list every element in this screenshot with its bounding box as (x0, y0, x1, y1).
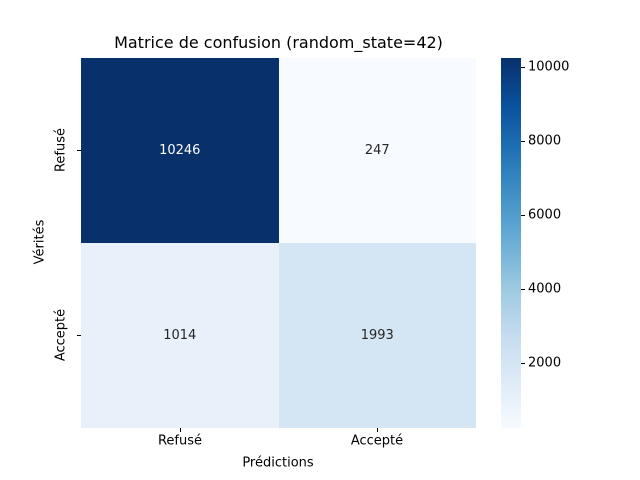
cell-value: 247 (364, 143, 390, 158)
colorbar-tick-mark (521, 362, 525, 364)
y-axis-label: Vérités (32, 219, 48, 265)
colorbar-tick-label: 6000 (528, 207, 562, 223)
y-tick-mark (77, 150, 81, 151)
heatmap-cell-refuse-refuse: 10246 (81, 58, 279, 243)
heatmap: 10246 247 1014 1993 (81, 58, 476, 428)
colorbar: 2000 4000 6000 8000 10000 (501, 58, 569, 428)
cell-value: 1014 (163, 328, 197, 343)
colorbar-tick-mark (521, 214, 525, 216)
x-tick-mark (180, 428, 181, 432)
heatmap-cell-accepte-refuse: 1014 (81, 243, 279, 428)
cell-value: 10246 (159, 143, 201, 158)
colorbar-tick-mark (521, 66, 525, 68)
x-tick-mark (377, 428, 378, 432)
colorbar-tick-mark (521, 140, 525, 142)
y-tick-label-refuse: Refusé (53, 127, 69, 173)
colorbar-tick-mark (521, 288, 525, 290)
heatmap-cell-accepte-accepte: 1993 (278, 243, 476, 428)
colorbar-tick-label: 10000 (528, 59, 570, 75)
heatmap-cell-refuse-accepte: 247 (278, 58, 476, 243)
x-tick-label-accepte: Accepté (350, 433, 404, 449)
chart-title: Matrice de confusion (random_state=42) (114, 33, 443, 52)
cell-value: 1993 (360, 328, 394, 343)
y-tick-mark (77, 335, 81, 336)
colorbar-gradient (501, 58, 521, 428)
colorbar-ticks: 2000 4000 6000 8000 10000 (501, 58, 569, 428)
x-tick-label-refuse: Refusé (157, 433, 203, 449)
colorbar-tick-label: 8000 (528, 133, 562, 149)
y-tick-label-accepte: Accepté (53, 308, 69, 362)
x-axis-label: Prédictions (242, 455, 314, 471)
colorbar-tick-label: 4000 (528, 281, 562, 297)
colorbar-tick-label: 2000 (528, 355, 562, 371)
